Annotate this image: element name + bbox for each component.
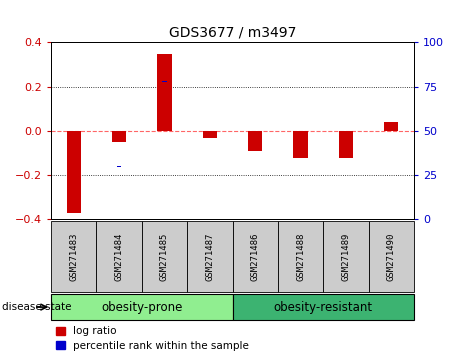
Bar [112,131,126,142]
Text: GSM271488: GSM271488 [296,233,305,281]
FancyBboxPatch shape [232,221,278,292]
Title: GDS3677 / m3497: GDS3677 / m3497 [169,26,296,40]
Text: GSM271486: GSM271486 [251,233,259,281]
FancyBboxPatch shape [323,221,368,292]
FancyBboxPatch shape [51,294,232,320]
Text: GSM271489: GSM271489 [341,233,350,281]
Bar [203,131,217,138]
Text: disease state: disease state [2,302,72,312]
FancyBboxPatch shape [187,221,232,292]
Text: GSM271487: GSM271487 [206,233,214,281]
FancyBboxPatch shape [368,221,414,292]
Bar [384,122,399,131]
Text: obesity-prone: obesity-prone [101,301,182,314]
Text: GSM271485: GSM271485 [160,233,169,281]
Text: GSM271490: GSM271490 [387,233,396,281]
FancyBboxPatch shape [142,221,187,292]
Bar [248,131,262,151]
Bar [66,131,81,213]
FancyBboxPatch shape [51,221,97,292]
FancyBboxPatch shape [232,294,414,320]
Text: GSM271483: GSM271483 [69,233,78,281]
FancyBboxPatch shape [97,221,142,292]
Legend: log ratio, percentile rank within the sample: log ratio, percentile rank within the sa… [56,326,249,350]
Text: obesity-resistant: obesity-resistant [273,301,373,314]
Text: GSM271484: GSM271484 [115,233,124,281]
FancyBboxPatch shape [278,221,323,292]
Bar [157,53,172,131]
Bar [339,131,353,158]
Bar [293,131,308,158]
